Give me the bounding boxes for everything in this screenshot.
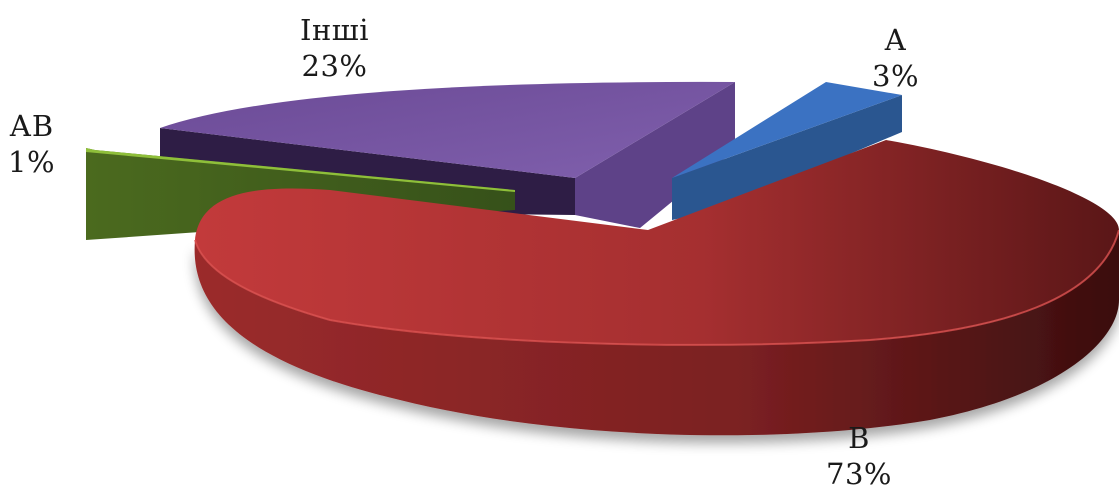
label-a: А 3% (872, 22, 919, 94)
slice-ab-top (86, 148, 515, 192)
label-a-category: А (884, 23, 907, 57)
slice-a-top (672, 82, 902, 178)
slice-b-rim (194, 229, 1119, 346)
slice-b-side (194, 230, 1119, 436)
label-b: В 73% (826, 420, 892, 492)
slice-a-side (672, 95, 902, 220)
label-ab-value: 1% (8, 145, 56, 179)
label-ab: АВ 1% (8, 108, 55, 180)
label-other-category: Інші (300, 13, 370, 47)
slice-other-side (575, 82, 735, 228)
slice-other-top (160, 81, 735, 178)
label-b-category: В (848, 421, 870, 455)
label-other-value: 23% (301, 49, 368, 83)
label-b-value: 73% (826, 457, 892, 491)
slice-b-top (195, 140, 1119, 345)
label-other: Інші 23% (300, 12, 369, 84)
pie-slices (86, 81, 1119, 436)
label-ab-category: АВ (9, 109, 54, 143)
label-a-value: 3% (872, 59, 920, 93)
